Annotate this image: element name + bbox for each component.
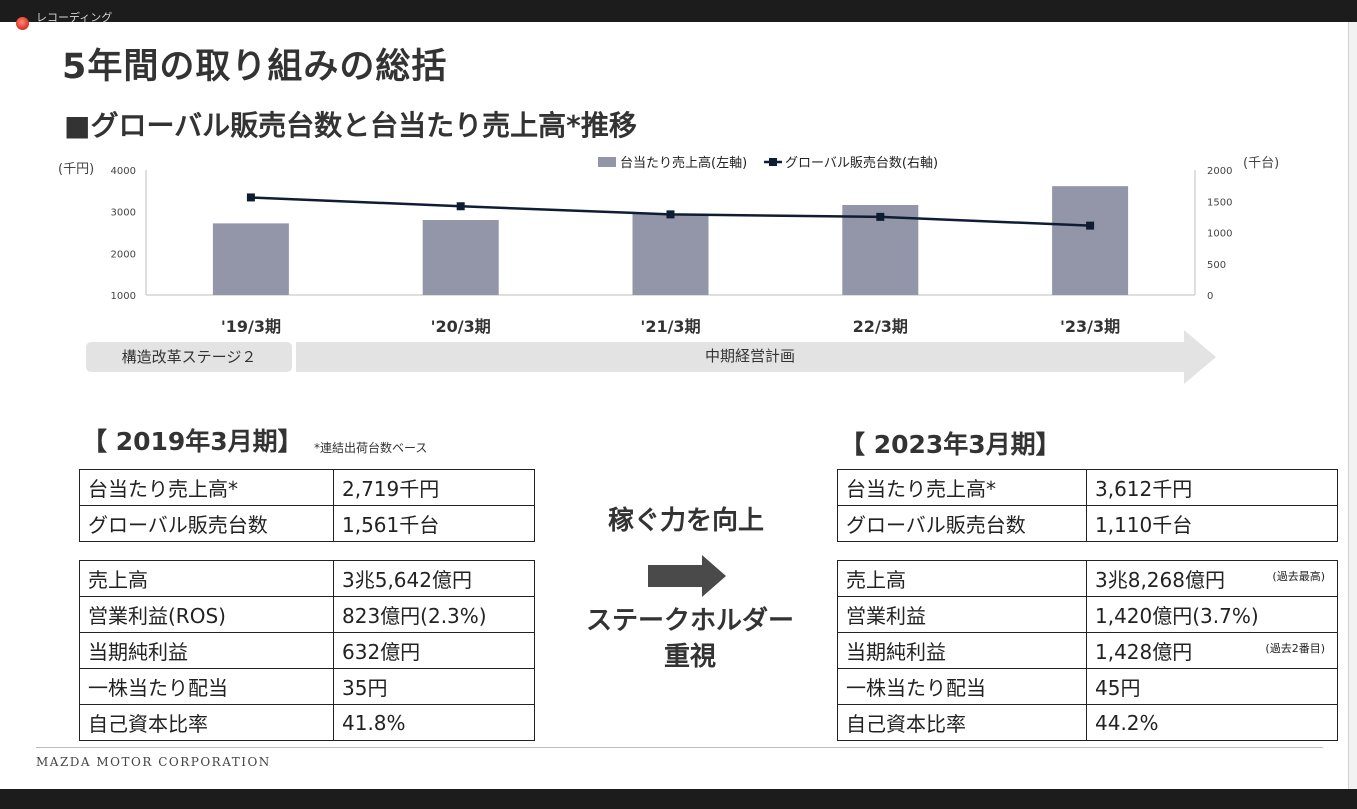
table-row: 自己資本比率 44.2%	[837, 704, 1338, 741]
metric-value: 1,110千台	[1086, 505, 1338, 542]
table-row: 営業利益(ROS) 823億円(2.3%)	[79, 596, 535, 633]
x-tick-label: '23/3期	[1060, 317, 1120, 336]
center-stakeholder-line2: 重視	[663, 642, 716, 672]
y-left-tick-label: 3000	[111, 208, 136, 219]
record-tag: (過去最高)	[1272, 570, 1325, 583]
table-row: 台当たり売上高* 3,612千円	[837, 469, 1338, 506]
chart-bar	[632, 213, 709, 295]
metric-label: 自己資本比率	[79, 704, 334, 741]
metric-label: 台当たり売上高*	[837, 469, 1087, 506]
metric-label: 売上高	[79, 560, 334, 597]
metrics-table-2023-b: 売上高 3兆8,268億円 (過去最高) 営業利益 1,420億円(3.7%) …	[837, 560, 1338, 741]
y-right-tick-label: 500	[1207, 260, 1226, 271]
center-headline: 稼ぐ力を向上	[607, 506, 764, 536]
metric-label: 一株当たり配当	[79, 668, 334, 705]
line-point	[666, 210, 675, 219]
metric-label: 売上高	[837, 560, 1087, 597]
metric-value: 632億円	[333, 632, 535, 669]
line-point	[1086, 221, 1095, 230]
metric-label: 一株当たり配当	[837, 668, 1087, 705]
table-row: 営業利益 1,420億円(3.7%)	[837, 596, 1338, 633]
metric-value: 3兆5,642億円	[333, 560, 535, 597]
chart-bar	[1052, 186, 1129, 295]
metric-value: 35円	[333, 668, 535, 705]
metric-value: 45円	[1086, 668, 1338, 705]
stage-label: 構造改革ステージ２	[86, 342, 292, 372]
x-tick-label: '21/3期	[640, 317, 700, 336]
y-right-tick-label: 1500	[1207, 197, 1232, 208]
y-right-unit-label: (千台)	[1243, 156, 1279, 171]
y-left-tick-label: 1000	[111, 291, 136, 302]
center-stakeholder-line1: ステークホルダー	[585, 606, 794, 636]
metric-label: グローバル販売台数	[79, 505, 334, 542]
plan-arrow-shape	[296, 330, 1216, 384]
metric-label: 自己資本比率	[837, 704, 1087, 741]
legend-label-bar: 台当たり売上高(左軸)	[620, 155, 747, 171]
legend-swatch-marker	[769, 158, 777, 166]
recording-icon[interactable]	[16, 17, 29, 30]
sales-chart: 1000 2000 3000 4000 0 500 1000 1500 2000 (千円) (千台)…	[58, 155, 1279, 336]
table-row: 売上高 3兆5,642億円	[79, 560, 535, 597]
x-tick-label: '19/3期	[221, 317, 281, 336]
footer-company: MAZDA MOTOR CORPORATION	[36, 755, 271, 769]
table-row: 台当たり売上高* 2,719千円	[79, 469, 535, 506]
recording-label: レコーディング	[36, 11, 113, 24]
metric-value: 44.2%	[1086, 704, 1338, 741]
chart-bar	[422, 220, 499, 295]
x-tick-label: '20/3期	[431, 317, 491, 336]
metric-label: 営業利益(ROS)	[79, 596, 334, 633]
y-left-tick-label: 4000	[111, 166, 136, 177]
metric-value: 2,719千円	[333, 469, 535, 506]
table-row: 売上高 3兆8,268億円 (過去最高)	[837, 560, 1338, 597]
period-2023: 【 2023年3月期】	[840, 430, 1061, 459]
y-left-tick-label: 2000	[111, 249, 136, 260]
metric-value: 3兆8,268億円 (過去最高)	[1086, 560, 1338, 597]
slide-title: 5年間の取り組みの総括	[62, 47, 448, 87]
x-tick-label: 22/3期	[853, 317, 908, 336]
metric-value: 1,561千台	[333, 505, 535, 542]
y-right-tick-label: 1000	[1207, 229, 1232, 240]
metric-label: 台当たり売上高*	[79, 469, 334, 506]
legend-label-line: グローバル販売台数(右軸)	[785, 155, 938, 171]
table-row: 一株当たり配当 35円	[79, 668, 535, 705]
y-right-tick-label: 2000	[1207, 166, 1232, 177]
table-row: 当期純利益 632億円	[79, 632, 535, 669]
metric-value: 3,612千円	[1086, 469, 1338, 506]
y-left-unit-label: (千円)	[58, 162, 94, 177]
bottom-bar	[0, 789, 1357, 809]
table-row: グローバル販売台数 1,561千台	[79, 505, 535, 542]
footer-divider	[36, 747, 1323, 748]
plan-label: 中期経営計画	[704, 347, 795, 365]
metric-label: グローバル販売台数	[837, 505, 1087, 542]
metric-value: 41.8%	[333, 704, 535, 741]
table-row: 当期純利益 1,428億円 (過去2番目)	[837, 632, 1338, 669]
table-row: グローバル販売台数 1,110千台	[837, 505, 1338, 542]
y-right-tick-label: 0	[1207, 291, 1213, 302]
metrics-table-2023-a: 台当たり売上高* 3,612千円 グローバル販売台数 1,110千台	[837, 469, 1338, 542]
chart-bar	[212, 223, 289, 295]
right-arrow-icon	[648, 555, 726, 597]
table-row: 一株当たり配当 45円	[837, 668, 1338, 705]
line-point	[876, 212, 885, 221]
line-point	[246, 193, 255, 202]
period-2019: 【 2019年3月期】	[82, 427, 303, 456]
metric-label: 当期純利益	[79, 632, 334, 669]
metric-value: 1,420億円(3.7%)	[1086, 596, 1338, 633]
scrollbar[interactable]	[1348, 22, 1357, 789]
metric-label: 当期純利益	[837, 632, 1087, 669]
metric-value: 1,428億円 (過去2番目)	[1086, 632, 1338, 669]
metrics-table-2019-b: 売上高 3兆5,642億円 営業利益(ROS) 823億円(2.3%) 当期純利…	[79, 560, 535, 741]
metric-value-text: 3兆8,268億円	[1095, 568, 1225, 592]
recording-bar	[0, 0, 1357, 22]
legend-swatch-bar	[598, 157, 616, 167]
record-tag: (過去2番目)	[1265, 642, 1325, 655]
line-point	[456, 202, 465, 211]
slide-subtitle: ■グローバル販売台数と台当たり売上高*推移	[64, 109, 637, 142]
metric-value: 823億円(2.3%)	[333, 596, 535, 633]
metric-label: 営業利益	[837, 596, 1087, 633]
metric-value-text: 1,428億円	[1095, 640, 1193, 664]
footnote: *連結出荷台数ベース	[314, 441, 428, 455]
metrics-table-2019-a: 台当たり売上高* 2,719千円 グローバル販売台数 1,561千台	[79, 469, 535, 542]
table-row: 自己資本比率 41.8%	[79, 704, 535, 741]
